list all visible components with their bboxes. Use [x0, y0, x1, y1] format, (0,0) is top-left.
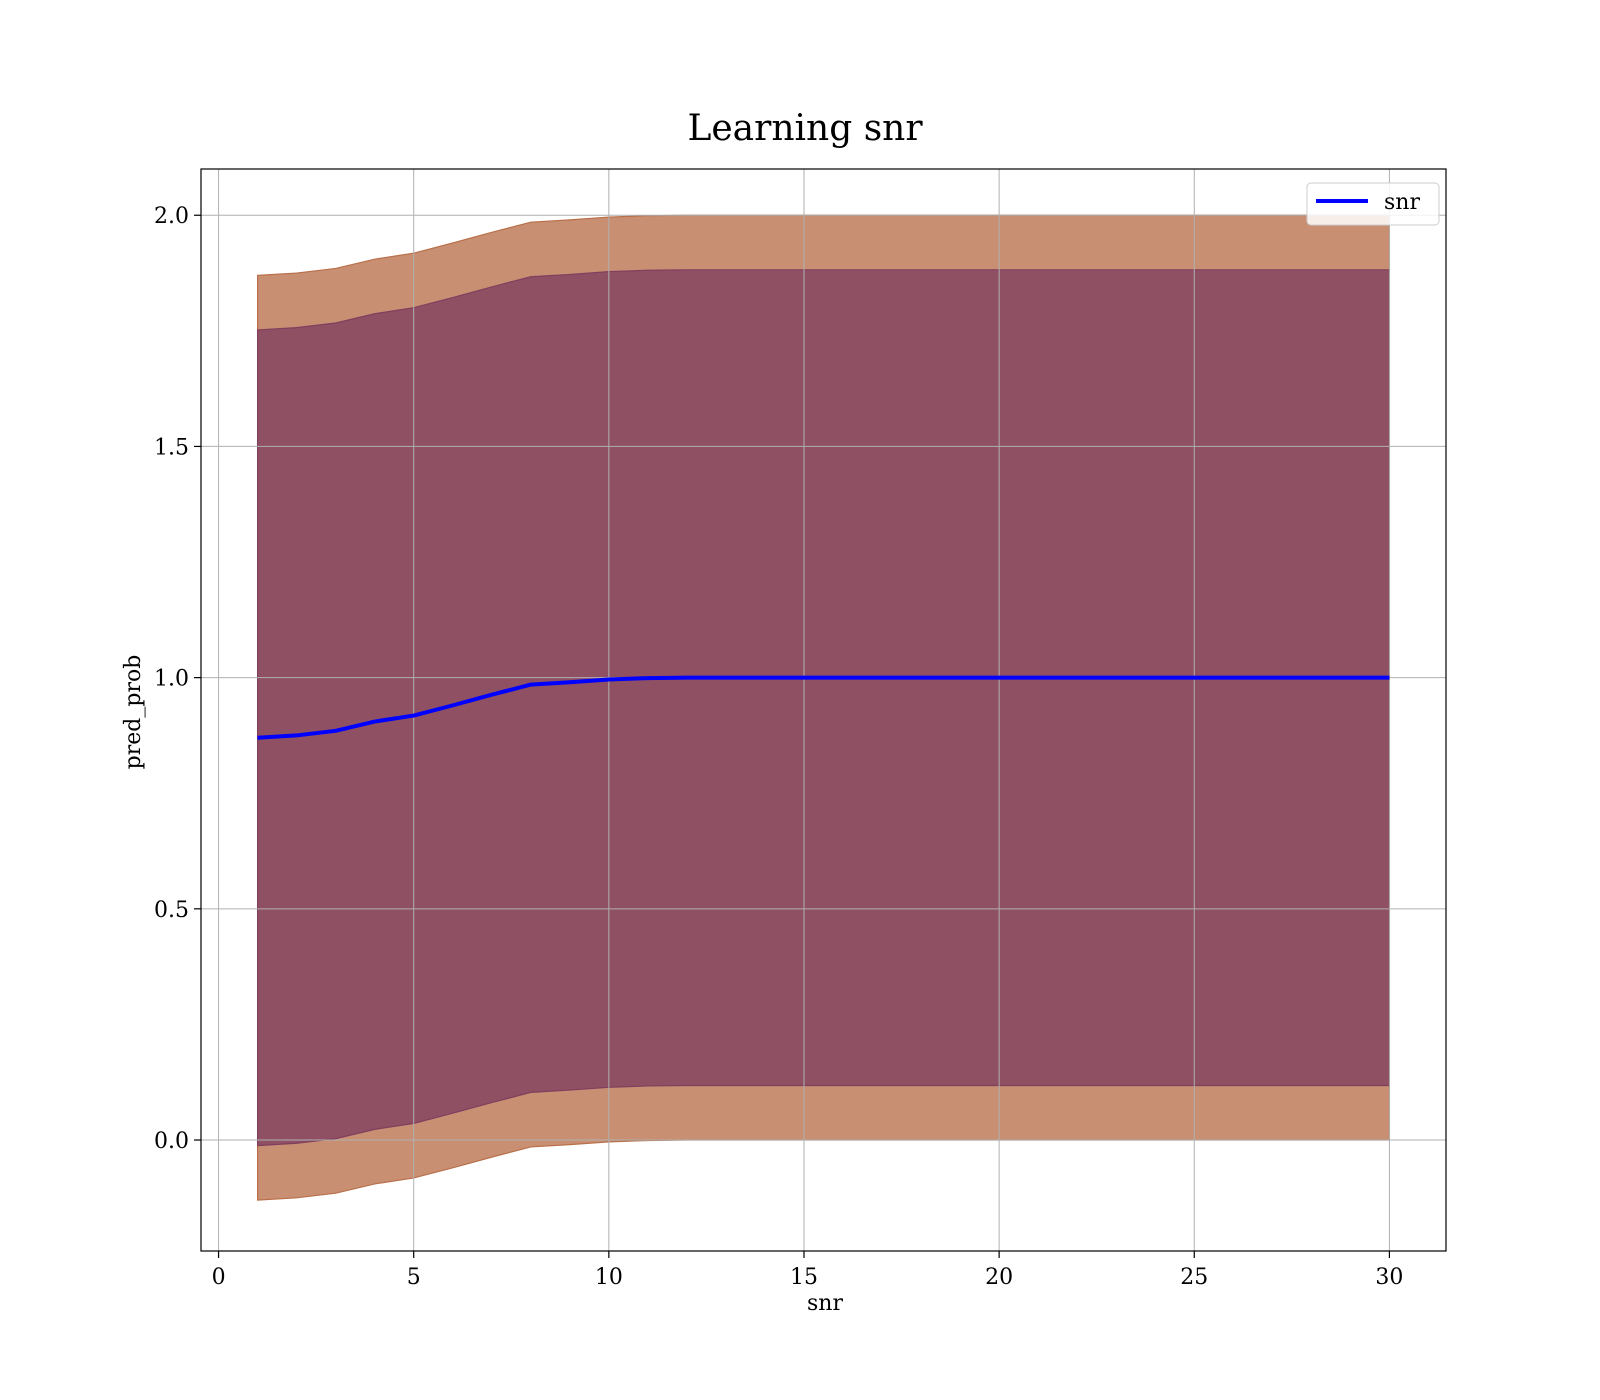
chart-title: Learning snr — [687, 108, 923, 149]
y-tick-label: 0.5 — [154, 898, 189, 923]
x-tick-label: 30 — [1375, 1265, 1403, 1290]
x-tick-label: 15 — [790, 1265, 818, 1290]
y-tick-label: 0.0 — [154, 1129, 189, 1154]
y-tick-label: 1.0 — [154, 667, 189, 692]
x-tick-label: 0 — [212, 1265, 226, 1290]
y-axis-label: pred_prob — [121, 655, 146, 770]
x-tick-label: 10 — [595, 1265, 623, 1290]
inner-band — [256, 269, 1391, 1147]
x-tick-label: 20 — [985, 1265, 1013, 1290]
legend: snr — [1306, 182, 1440, 226]
data-series — [257, 675, 1390, 740]
x-axis-ticks: 0 5 10 15 20 25 30 — [212, 1251, 1403, 1290]
plot-area — [200, 168, 1447, 1252]
y-tick-label: 1.5 — [154, 435, 189, 460]
x-tick-label: 5 — [407, 1265, 421, 1290]
plot-frame — [200, 168, 1447, 1252]
y-axis-ticks: 0.0 0.5 1.0 1.5 2.0 — [154, 204, 201, 1154]
legend-box — [1306, 182, 1440, 226]
x-axis-label: snr — [807, 1291, 843, 1316]
y-tick-label: 2.0 — [154, 204, 189, 229]
series-line-snr — [257, 675, 1390, 740]
confidence-bands — [256, 214, 1391, 1201]
x-tick-label: 25 — [1180, 1265, 1208, 1290]
legend-label: snr — [1384, 190, 1420, 215]
